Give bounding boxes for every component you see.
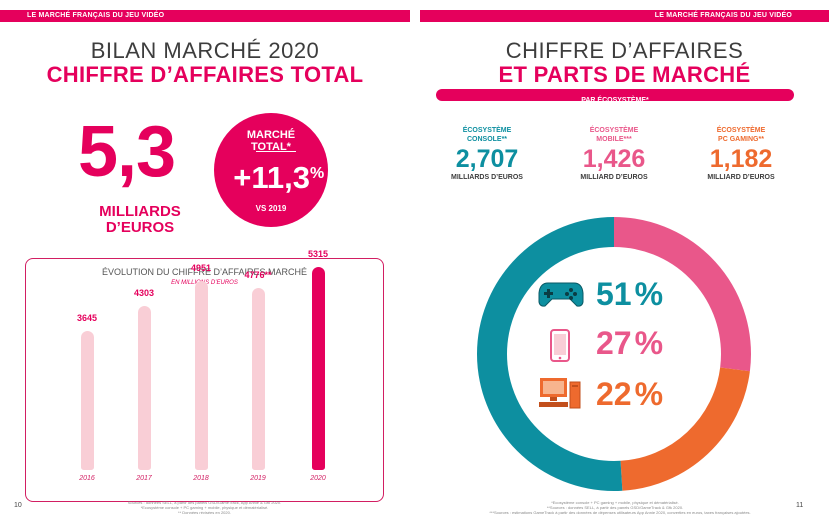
bar-2017 [138, 305, 151, 470]
circle-growth-percent: % [310, 165, 325, 182]
bar-year-2020: 2020 [310, 475, 326, 482]
ecosystem-pc: ÉCOSYSTÈME PC GAMING** 1,182 MILLIARD D’… [686, 126, 796, 181]
console-share-value: 51 [596, 276, 632, 312]
right-footnote-1: *Ecosystème console + PC gaming + mobile… [551, 500, 679, 505]
page-number-right: 11 [796, 502, 804, 509]
console-value: 2,707 [455, 145, 519, 173]
circle-vs-year: VS 2019 [255, 204, 287, 213]
bar-2020 [312, 267, 325, 470]
bar-2019 [252, 287, 265, 470]
right-title-line1: CHIFFRE D’AFFAIRES [505, 38, 744, 63]
total-revenue-value: 5,3 [78, 112, 176, 192]
bar-value-2016: 3645 [76, 312, 98, 323]
ecosystem-console: ÉCOSYSTÈME CONSOLE** 2,707 MILLIARDS D’E… [432, 126, 542, 181]
left-footnote-3: ** Données révisées en 2020. [178, 510, 231, 515]
console-share-percent: % [634, 276, 664, 312]
pc-label-line1: ÉCOSYSTÈME [716, 127, 766, 134]
gamepad-icon [538, 282, 584, 307]
right-title-line2: ET PARTS DE MARCHÉ [498, 62, 751, 87]
mobile-label-line1: ÉCOSYSTÈME [589, 127, 639, 134]
header-title-right: LE MARCHÉ FRANÇAIS DU JEU VIDÉO [654, 12, 792, 19]
pc-label-line2: PC GAMING** [718, 136, 764, 143]
donut-segments [477, 217, 751, 491]
circle-label-line1: MARCHÉ [246, 129, 296, 141]
mobile-label-line2: MOBILE*** [596, 136, 632, 143]
left-footnote-1: Sources : données SELL, à partir des pan… [127, 500, 282, 505]
mobile-share-percent: % [634, 325, 664, 361]
left-title-line1: BILAN MARCHÉ 2020 [90, 38, 320, 63]
circle-label-line2: TOTAL* [251, 141, 291, 153]
right-footnote-3: ***Sources : estimations GameTrack à par… [489, 510, 751, 515]
console-label-line2: CONSOLE** [466, 136, 508, 143]
mobile-value: 1,426 [582, 145, 646, 173]
bar-2018 [195, 280, 208, 470]
pc-share-percent: % [634, 376, 664, 412]
pc-unit: MILLIARD D’EUROS [707, 174, 775, 181]
bar-year-2019: 2019 [250, 475, 266, 482]
bar-value-2019: 4776** [244, 269, 272, 280]
ecosystem-mobile: ÉCOSYSTÈME MOBILE*** 1,426 MILLIARD D’EU… [559, 126, 669, 181]
market-share-donut [477, 217, 751, 491]
right-footnote-2: **Sources : données SELL, à partir des p… [546, 505, 684, 510]
pc-value: 1,182 [709, 145, 773, 173]
bar-value-2018: 4951 [190, 262, 212, 273]
ecosystem-band-label: PAR ÉCOSYSTÈME* [581, 97, 649, 104]
smartphone-icon [550, 329, 570, 362]
console-unit: MILLIARDS D’EUROS [451, 174, 523, 181]
pc-share: 22% [596, 376, 663, 413]
circle-divider [256, 151, 296, 152]
header-title-left: LE MARCHÉ FRANÇAIS DU JEU VIDÉO [27, 12, 165, 19]
mobile-share-value: 27 [596, 325, 632, 361]
bar-value-2020: 5315 [307, 249, 329, 260]
header-bar-left: LE MARCHÉ FRANÇAIS DU JEU VIDÉO [0, 10, 410, 22]
console-label-line1: ÉCOSYSTÈME [462, 127, 512, 134]
total-revenue-unit-line2: D’EUROS [105, 219, 175, 236]
left-footnote-2: *Ecosystème console + PC gaming + mobile… [140, 505, 269, 510]
bar-value-2017: 4303 [133, 287, 155, 298]
pc-icon [539, 378, 581, 409]
bar-2016 [81, 330, 94, 470]
page-number-left: 10 [14, 502, 22, 509]
left-title-line2: CHIFFRE D’AFFAIRES TOTAL [46, 62, 364, 87]
bar-year-2018: 2018 [193, 475, 209, 482]
donut-segment-console [477, 217, 751, 491]
bar-year-2016: 2016 [79, 475, 95, 482]
market-growth-circle: MARCHÉ TOTAL* +11,3 % VS 2019 [214, 113, 328, 227]
ecosystem-band: PAR ÉCOSYSTÈME* [436, 89, 794, 104]
mobile-unit: MILLIARD D’EUROS [580, 174, 648, 181]
mobile-share: 27% [596, 325, 663, 362]
pc-share-value: 22 [596, 376, 632, 412]
circle-growth-value: +11,3 [233, 160, 310, 195]
bar-year-2017: 2017 [136, 475, 152, 482]
chart-title: ÉVOLUTION DU CHIFFRE D’AFFAIRES MARCHÉ [101, 267, 308, 277]
header-bar-right: LE MARCHÉ FRANÇAIS DU JEU VIDÉO [420, 10, 829, 22]
total-revenue-unit-line1: MILLIARDS [99, 203, 181, 220]
console-share: 51% [596, 276, 663, 313]
